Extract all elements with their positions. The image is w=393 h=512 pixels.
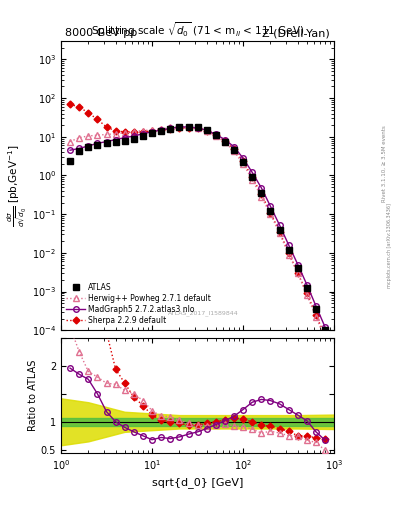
Text: mcplots.cern.ch [arXiv:1306.3436]: mcplots.cern.ch [arXiv:1306.3436] [387, 203, 392, 288]
Text: Rivet 3.1.10, ≥ 3.5M events: Rivet 3.1.10, ≥ 3.5M events [382, 125, 387, 202]
Text: Z (Drell-Yan): Z (Drell-Yan) [263, 28, 330, 38]
Y-axis label: $\frac{d\sigma}{d\sqrt{d_{0}}}$ [pb,GeV$^{-1}$]: $\frac{d\sigma}{d\sqrt{d_{0}}}$ [pb,GeV$… [6, 144, 29, 227]
Text: 8000 GeV pp: 8000 GeV pp [65, 28, 137, 38]
Y-axis label: Ratio to ATLAS: Ratio to ATLAS [28, 360, 38, 431]
X-axis label: sqrt{d_0} [GeV]: sqrt{d_0} [GeV] [152, 477, 243, 488]
Title: Splitting scale $\sqrt{d_{0}}$ (71 < m$_{ll}$ < 111 GeV): Splitting scale $\sqrt{d_{0}}$ (71 < m$_… [91, 20, 304, 39]
Legend: ATLAS, Herwig++ Powheg 2.7.1 default, MadGraph5 2.7.2.atlas3 nlo, Sherpa 2.2.9 d: ATLAS, Herwig++ Powheg 2.7.1 default, Ma… [63, 280, 214, 328]
Text: ATLAS_2017_I1589844: ATLAS_2017_I1589844 [167, 310, 238, 316]
